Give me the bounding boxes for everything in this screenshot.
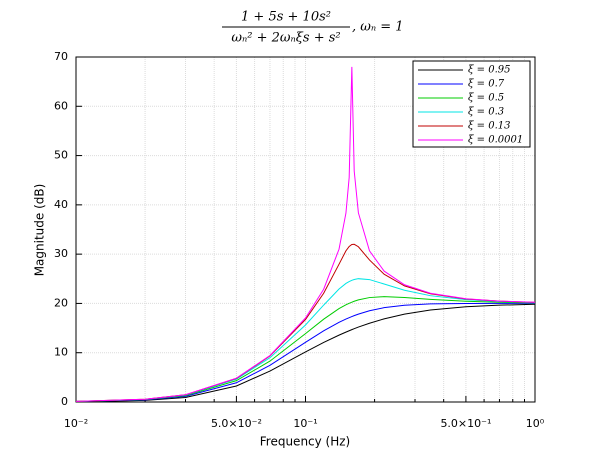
legend-label: ξ = 0.5 [468, 93, 504, 104]
x-tick-label: 5.0×10⁻² [211, 417, 262, 430]
series-line [75, 303, 536, 403]
legend-label: ξ = 0.0001 [468, 135, 523, 146]
y-tick-label: 40 [54, 198, 68, 211]
y-tick-label: 70 [54, 50, 68, 63]
legend-label: ξ = 0.7 [468, 79, 505, 90]
x-tick-label: 10⁻¹ [293, 417, 317, 430]
y-tick-label: 30 [54, 247, 68, 260]
title-denominator: ωₙ² + 2ωₙξs + s² [231, 31, 340, 46]
x-axis-label: Frequency (Hz) [260, 435, 351, 449]
x-tick-label: 10⁻² [64, 417, 88, 430]
y-tick-label: 10 [54, 346, 68, 359]
series-line [75, 278, 536, 402]
y-tick-label: 50 [54, 149, 68, 162]
y-tick-label: 60 [54, 99, 68, 112]
title-numerator: 1 + 5s + 10s² [241, 10, 331, 25]
x-tick-label: 10⁰ [526, 417, 545, 430]
legend-label: ξ = 0.95 [468, 65, 511, 76]
legend: ξ = 0.95 ξ = 0.7 ξ = 0.5 ξ = 0.3 ξ = 0.13 ξ =… [412, 60, 531, 148]
y-tick-label: 20 [54, 296, 68, 309]
legend-box [412, 60, 531, 148]
legend-label: ξ = 0.3 [468, 107, 504, 118]
chart-title: 1 + 5s + 10s² ωₙ² + 2ωₙξs + s² , ωₙ = 1 [222, 10, 404, 46]
y-tick-label: 0 [61, 395, 68, 408]
plot-frame [75, 56, 536, 403]
series-line [75, 66, 536, 402]
title-suffix: , ωₙ = 1 [352, 20, 404, 35]
x-tick-label: 5.0×10⁻¹ [440, 417, 491, 430]
series-line [75, 302, 535, 403]
series-line [75, 296, 536, 402]
legend-label: ξ = 0.13 [468, 121, 511, 132]
y-axis-label: Magnitude (dB) [33, 184, 47, 277]
